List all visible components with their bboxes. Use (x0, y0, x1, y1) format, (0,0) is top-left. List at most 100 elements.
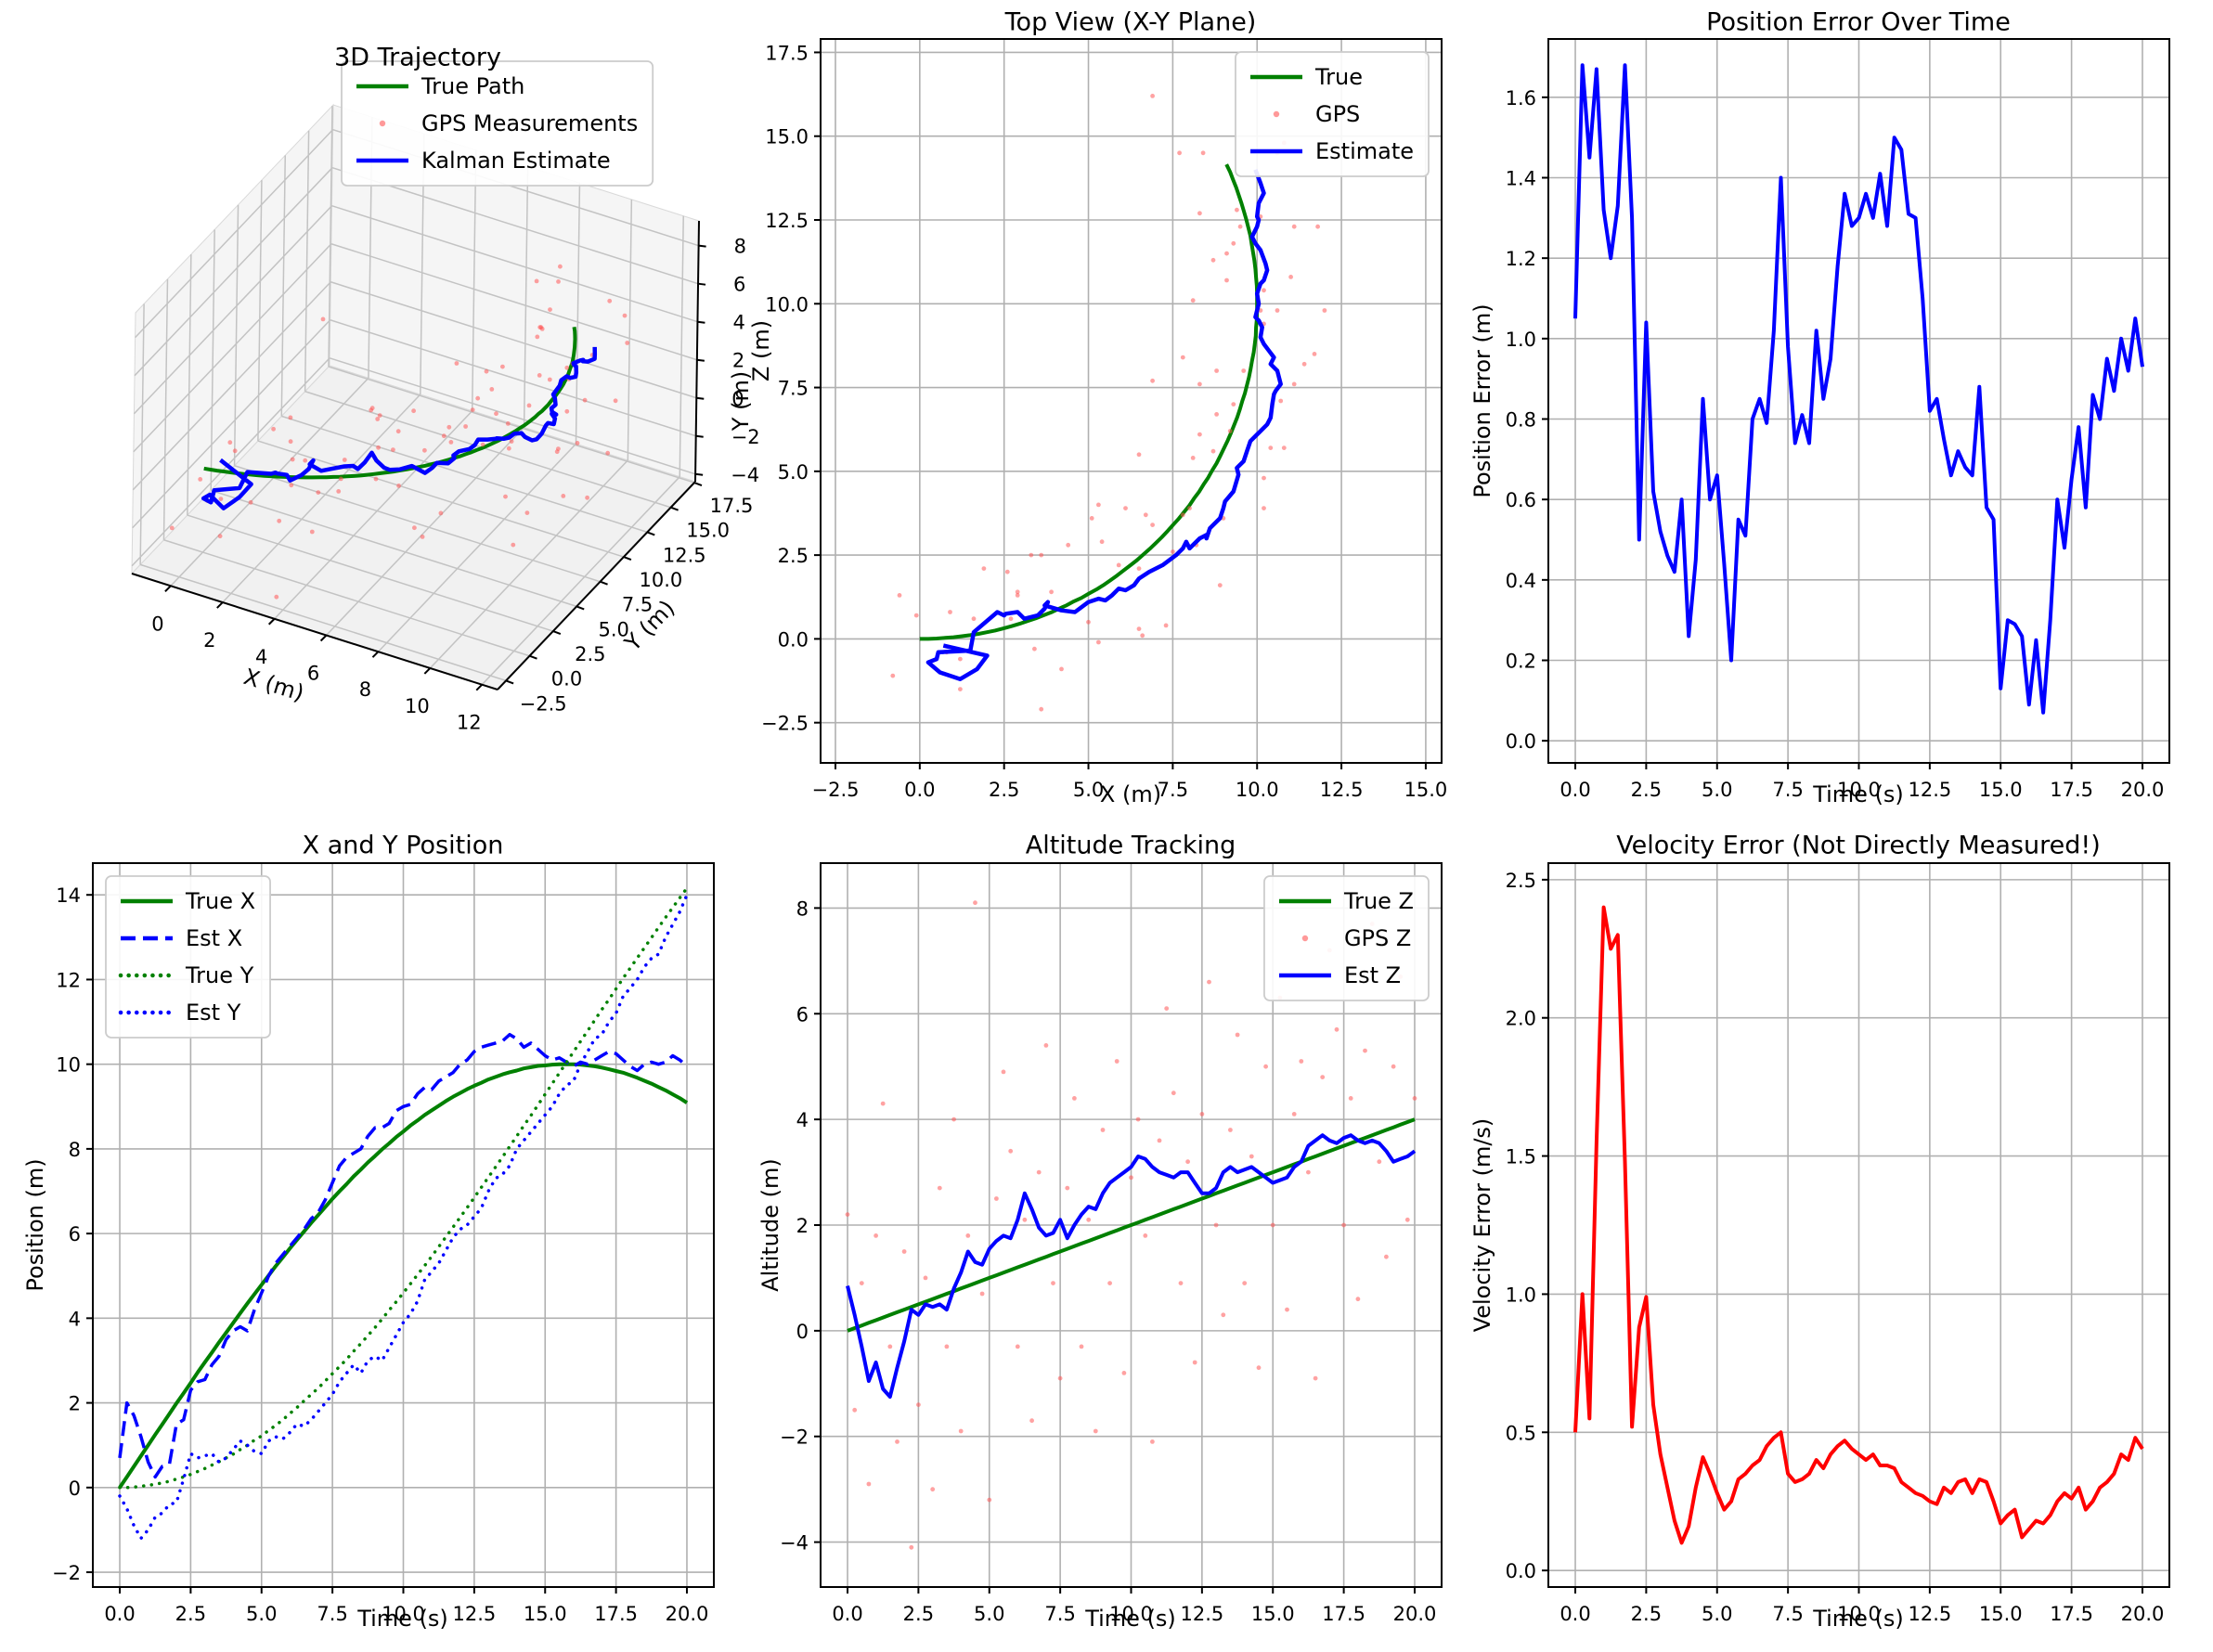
svg-text:4: 4 (796, 1109, 809, 1131)
x-axis-label-position-error: Time (s) (1813, 781, 1904, 807)
svg-text:20.0: 20.0 (666, 1603, 709, 1625)
svg-text:10: 10 (405, 695, 430, 717)
legend: True Z GPS Z Est Z (1263, 875, 1430, 1001)
svg-text:0: 0 (796, 1321, 809, 1343)
svg-text:12.5: 12.5 (765, 210, 809, 232)
axis-lines (131, 220, 700, 690)
svg-text:1.0: 1.0 (1506, 1284, 1536, 1306)
svg-text:0.0: 0.0 (832, 1603, 862, 1625)
svg-text:10.0: 10.0 (765, 293, 809, 316)
svg-text:2: 2 (69, 1393, 81, 1415)
svg-text:12: 12 (457, 712, 482, 734)
svg-text:0.0: 0.0 (778, 628, 809, 651)
svg-text:6: 6 (69, 1223, 81, 1245)
svg-text:7.5: 7.5 (1772, 1603, 1803, 1625)
axes-2: 0.0 2.5 5.0 7.5 10.0 12.5 15.0 17.5 20.0 0.0 0.2 0.… (1506, 38, 2170, 801)
grid (93, 863, 714, 1587)
svg-text:0: 0 (151, 613, 163, 635)
svg-text:0.0: 0.0 (104, 1603, 135, 1625)
series-True X (118, 1062, 689, 1489)
grid (1548, 863, 2169, 1587)
svg-text:2: 2 (203, 629, 215, 652)
series-True (919, 163, 1260, 641)
legend-label: True Path (421, 73, 524, 99)
grid (821, 39, 1442, 763)
svg-text:15.0: 15.0 (686, 520, 730, 542)
legend: True Path GPS Measurements Kalman Estimate (341, 60, 654, 187)
svg-text:−2: −2 (780, 1426, 809, 1449)
series-Estimate (925, 169, 1283, 681)
svg-text:20.0: 20.0 (2121, 779, 2165, 801)
svg-text:4: 4 (69, 1308, 81, 1330)
svg-text:15.0: 15.0 (1251, 1603, 1295, 1625)
legend-label: Estimate (1315, 138, 1414, 164)
svg-text:0.0: 0.0 (1559, 779, 1590, 801)
series-Est Y (118, 893, 689, 1541)
x-axis-label-altitude: Time (s) (1085, 1606, 1176, 1632)
svg-text:20.0: 20.0 (2121, 1603, 2165, 1625)
svg-text:5.0: 5.0 (1702, 1603, 1732, 1625)
svg-text:2.5: 2.5 (1631, 1603, 1662, 1625)
svg-text:14: 14 (56, 884, 81, 907)
ticks: 0.0 2.5 5.0 7.5 10.0 12.5 15.0 17.5 20.0 −2 0 2 4 6 8 1… (52, 884, 708, 1625)
svg-text:0.0: 0.0 (551, 668, 582, 690)
svg-text:1.6: 1.6 (1506, 87, 1536, 110)
svg-text:1.5: 1.5 (1506, 1146, 1536, 1168)
y-axis-label-position-error: Position Error (m) (1469, 303, 1495, 498)
spines (820, 38, 1443, 764)
chart-title-top-view: Top View (X-Y Plane) (1004, 7, 1257, 37)
series-GPS Z (845, 900, 1417, 1550)
svg-text:2.0: 2.0 (1506, 1008, 1536, 1030)
y-axis-label-xy-position: Position (m) (22, 1158, 48, 1292)
legend-label: GPS Measurements (421, 110, 638, 136)
plot-area (890, 94, 1327, 712)
plot-area (1573, 905, 2144, 1545)
svg-text:12.5: 12.5 (452, 1603, 496, 1625)
svg-text:2.5: 2.5 (903, 1603, 934, 1625)
legend-marker-GPS Measurements (379, 120, 386, 127)
svg-text:5.0: 5.0 (1702, 779, 1732, 801)
svg-text:2.5: 2.5 (1506, 870, 1536, 892)
chart-title-xy-position: X and Y Position (302, 831, 504, 860)
svg-text:0.6: 0.6 (1506, 489, 1536, 511)
plot-area (118, 886, 689, 1541)
svg-text:8: 8 (734, 236, 746, 258)
svg-text:5.0: 5.0 (246, 1603, 277, 1625)
grid (1548, 39, 2169, 763)
svg-text:10.0: 10.0 (1837, 1603, 1881, 1625)
svg-text:1.0: 1.0 (1506, 329, 1536, 351)
svg-text:12.5: 12.5 (1320, 779, 1364, 801)
x-axis-label-xy-position: Time (s) (357, 1606, 448, 1632)
legend-label: Kalman Estimate (421, 148, 611, 174)
svg-text:7.5: 7.5 (778, 378, 809, 400)
svg-text:10.0: 10.0 (1837, 779, 1881, 801)
series-GPS (890, 94, 1327, 712)
plot-area (1573, 63, 2144, 715)
svg-text:2.5: 2.5 (778, 545, 809, 567)
svg-text:5.0: 5.0 (778, 461, 809, 484)
legend-label: True (1314, 64, 1363, 90)
svg-text:−2.5: −2.5 (761, 713, 809, 735)
chart-title-3d-trajectory: 3D Trajectory (334, 43, 501, 72)
svg-text:5.0: 5.0 (598, 618, 628, 640)
svg-text:0.4: 0.4 (1506, 570, 1536, 592)
x-axis-label-top-view: X (m) (1099, 781, 1162, 807)
svg-text:7.5: 7.5 (1772, 779, 1803, 801)
series-Est Z (846, 1133, 1417, 1399)
svg-text:8: 8 (69, 1139, 81, 1161)
svg-text:2.5: 2.5 (175, 1603, 206, 1625)
svg-text:−2: −2 (52, 1562, 81, 1584)
svg-text:6: 6 (796, 1003, 809, 1026)
svg-text:15.0: 15.0 (1404, 779, 1448, 801)
legend-label: GPS Z (1344, 925, 1411, 951)
series-line (1573, 63, 2144, 715)
svg-text:15.0: 15.0 (524, 1603, 567, 1625)
svg-text:2.5: 2.5 (1631, 779, 1662, 801)
axes-5: 0.0 2.5 5.0 7.5 10.0 12.5 15.0 17.5 20.0 0.0 0.5 1.… (1506, 862, 2170, 1625)
svg-text:2: 2 (796, 1215, 809, 1237)
series-Kalman Estimate (201, 346, 598, 510)
svg-text:7.5: 7.5 (1158, 779, 1188, 801)
legend-label: Est Z (1344, 962, 1401, 988)
svg-text:12.5: 12.5 (663, 544, 706, 566)
svg-text:17.5: 17.5 (1322, 1603, 1365, 1625)
